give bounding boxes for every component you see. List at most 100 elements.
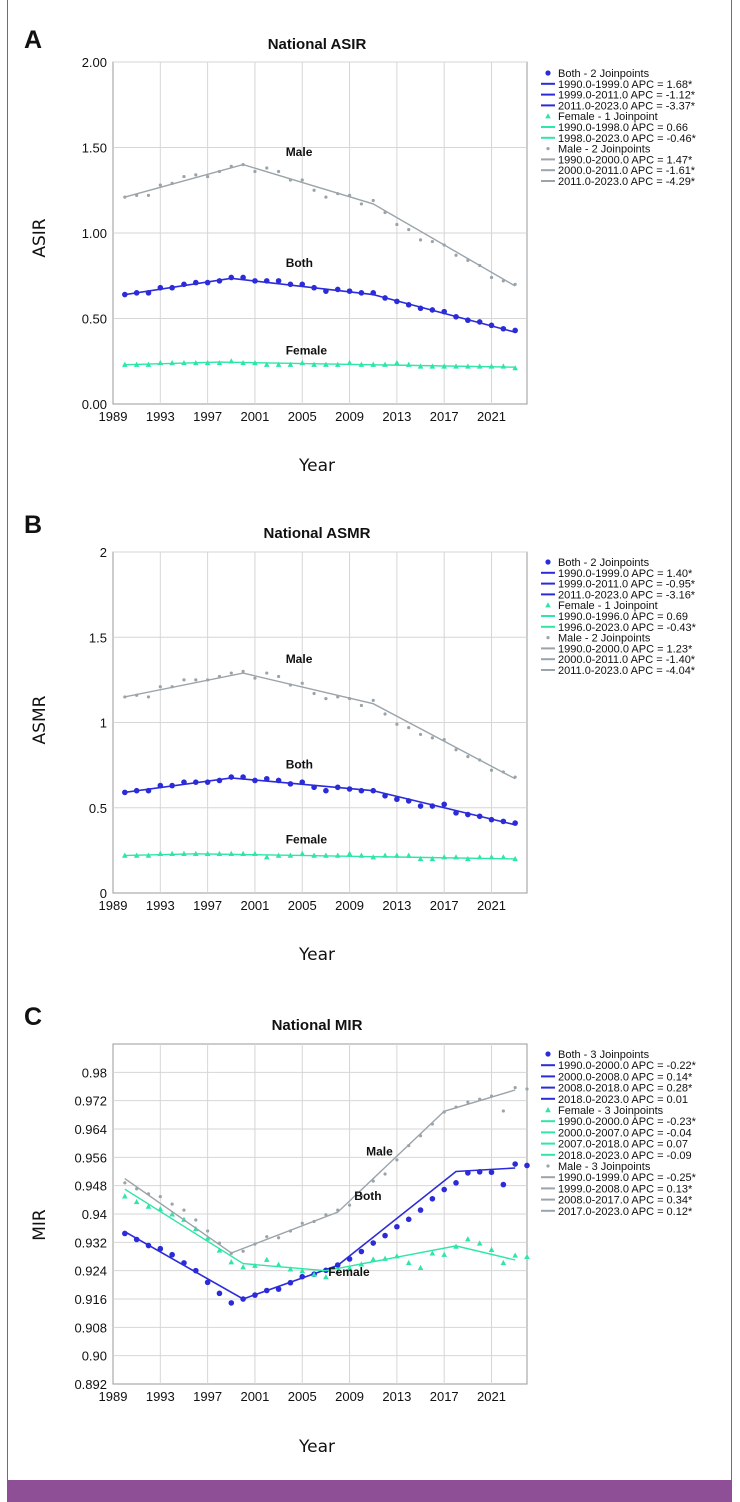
legend-entry: 1990.0-2000.0 APC = 1.47* [541,154,693,166]
y-tick-label: 0.924 [74,1264,107,1279]
data-point-female [157,1206,164,1212]
data-point-female [145,1203,152,1209]
legend-entry: Both - 2 Joinpoints [545,68,650,80]
data-point-female [275,361,282,367]
x-axis-title-c: Year [298,1437,335,1457]
data-point-both [465,317,471,324]
data-point-male [170,685,174,689]
y-tick-label: 0.98 [82,1065,107,1080]
data-point-male [466,1100,470,1104]
legend-label: Male - 2 Joinpoints [558,633,651,645]
data-point-both [157,284,164,291]
data-point-both [346,288,353,294]
y-tick-label: 2.00 [82,55,107,70]
data-point-male [229,671,233,675]
data-point-female [417,1264,424,1271]
data-point-male [442,737,446,742]
data-point-male [182,1208,186,1212]
data-point-both [145,1242,152,1249]
data-point-male [277,674,281,679]
data-point-female [370,1256,377,1262]
data-point-both [405,1216,412,1223]
data-point-both [133,787,140,794]
data-point-male [123,195,127,199]
data-point-both [263,278,270,284]
data-point-both [370,290,377,296]
legend-entry: Female - 3 Joinpoints [545,1105,664,1117]
data-point-both [252,1292,258,1298]
data-point-male [135,693,139,697]
data-point-female [512,1252,518,1258]
data-point-male [407,227,411,232]
data-point-female [488,1246,495,1252]
data-point-female [228,850,235,856]
y-tick-label: 0.916 [74,1292,107,1307]
data-point-female [204,850,211,856]
data-point-female [299,1268,306,1274]
series-label-both: Both [354,1189,381,1203]
data-point-both [323,787,329,794]
legend-label: Male - 3 Joinpoints [558,1161,651,1173]
data-point-male [265,671,269,675]
data-point-both [405,302,412,308]
legend-dot-swatch [546,147,550,151]
x-tick-label: 2009 [335,409,364,424]
data-point-both [275,1286,282,1292]
data-point-male [478,758,482,762]
legend-entry: 2007.0-2018.0 APC = 0.07 [541,1139,688,1151]
data-point-female [263,1256,270,1262]
data-point-female [346,1265,353,1271]
data-point-female [500,1259,507,1266]
data-point-male [206,1229,210,1233]
series-both [122,274,518,334]
x-tick-label: 2017 [430,1389,459,1404]
data-point-both [193,279,199,286]
data-point-female [346,850,353,856]
data-point-both [287,1279,294,1286]
data-point-male [324,697,328,701]
data-point-male [430,1122,434,1126]
series-label-female: Female [328,1265,370,1279]
data-point-both [216,278,223,284]
data-point-both [169,284,175,291]
data-point-both [370,787,377,794]
legend-label: Female - 3 Joinpoints [558,1105,664,1117]
x-axis-title-a: Year [298,456,335,476]
data-point-male [123,1181,127,1185]
legend-label: Female - 1 Joinpoint [558,111,658,123]
data-point-female [358,852,365,858]
y-tick-label: 0.50 [82,312,107,327]
legend-label: 2000.0-2008.0 APC = 0.14* [558,1071,693,1083]
legend-entry: 2000.0-2007.0 APC = -0.04 [541,1127,692,1139]
data-point-both [181,779,187,785]
panel-c: C National MIR Year MIR 1989 1993 1997 2001… [24,1003,697,1457]
data-point-female [204,359,211,366]
data-point-male [146,193,151,197]
data-point-both [311,284,317,291]
data-point-both [299,1273,306,1280]
data-point-both [382,295,388,301]
data-point-male [336,192,340,196]
data-point-female [240,1264,246,1270]
data-point-both [169,1251,175,1258]
data-point-male [241,1249,245,1253]
data-point-both [204,279,211,286]
data-point-female [465,363,471,369]
legend-label: Both - 3 Joinpoints [558,1049,650,1061]
data-point-female [394,852,400,858]
data-point-female [512,855,518,862]
data-point-female [240,850,246,856]
y-tick-label: 1.00 [82,226,107,241]
data-point-both [122,1230,128,1237]
data-point-male [265,1235,269,1239]
legend-entry: 2008.0-2017.0 APC = 0.34* [541,1195,693,1207]
data-point-male [170,1202,174,1206]
legend-dot-swatch [546,1164,550,1168]
plot-area-a: 1989 1993 1997 2001 2005 2009 2013 2017 2021 0.00… [82,55,528,424]
x-tick-label: 2017 [430,409,459,424]
data-point-male [478,1097,482,1101]
data-point-male [489,768,494,772]
data-point-male [146,695,151,699]
data-point-female [334,1268,341,1274]
